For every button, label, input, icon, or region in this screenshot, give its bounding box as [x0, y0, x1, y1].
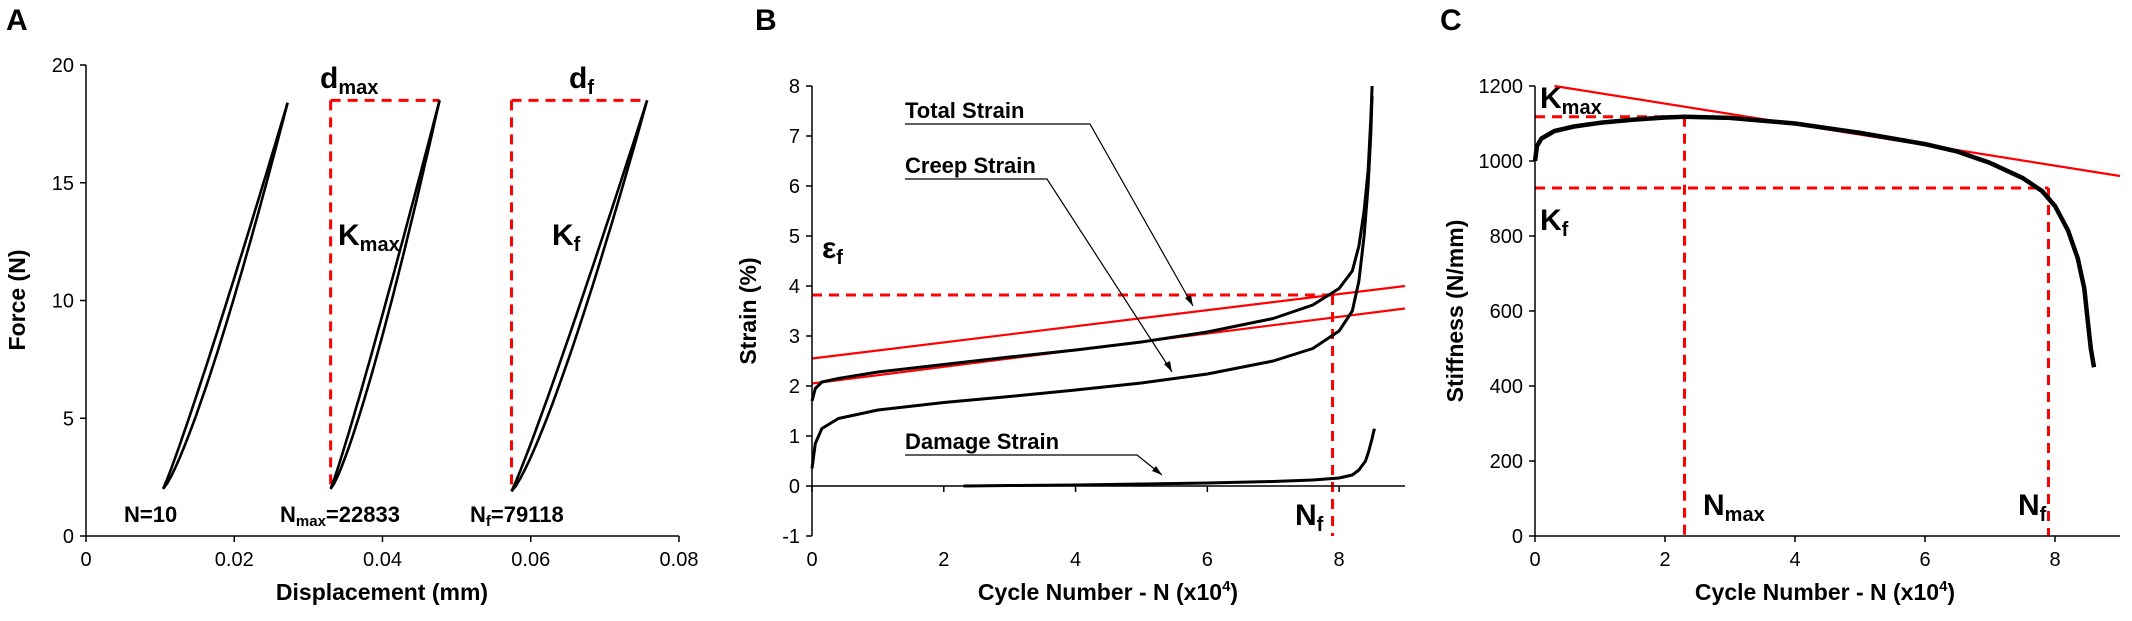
panel-b-leader-lines — [905, 123, 1194, 476]
panel-b-x-tick-label: 2 — [938, 549, 949, 571]
panel-c-y-title: Stiffness (N/mm) — [1442, 220, 1468, 403]
panel-b-series-damage-strain — [963, 428, 1377, 488]
panel-a-y-tick-label: 10 — [52, 291, 74, 313]
panel-c-x-title: Cycle Number - N (x104) — [1695, 578, 1955, 605]
panel-a-ticks: 0 0.02 0.04 0.06 0.08 0 5 10 15 20 — [52, 55, 699, 571]
panel-c-curves — [1532, 114, 2097, 368]
panel-b-y-tick-label: 5 — [789, 226, 800, 248]
panel-c-x-tick-label: 8 — [2049, 549, 2060, 571]
panel-c-nmax-label: Nmax — [1703, 489, 1765, 526]
panel-b-y-tick-label: 7 — [789, 126, 800, 148]
panel-c-x-tick-label: 4 — [1789, 549, 1800, 571]
panel-a-x-tick-label: 0 — [80, 549, 91, 571]
panel-a-loop-1-unloading — [161, 102, 289, 490]
panel-b-fit-line-1 — [811, 284, 1406, 360]
panel-c-x-tick-label: 0 — [1529, 549, 1540, 571]
panel-b-creep-arrow — [1164, 361, 1172, 372]
panel-b-x-tick-label: 4 — [1070, 549, 1081, 571]
panel-c-chart: 0 2 4 6 8 0 200 400 600 800 1000 1200 Cycle Number … — [1442, 76, 2121, 605]
panel-b-y-tick-label: 4 — [789, 276, 800, 298]
panel-c-y-tick-label: 0 — [1512, 526, 1523, 548]
panel-b-y-tick-label: 2 — [789, 376, 800, 398]
panel-b-x-tick-label: 8 — [1334, 549, 1345, 571]
panel-b-damage-label: Damage Strain — [905, 429, 1059, 454]
panel-b-total-arrow — [1185, 295, 1193, 306]
panel-b-creep-label: Creep Strain — [905, 153, 1036, 178]
panel-a-nf-label: Nf=79118 — [470, 502, 564, 530]
panel-b-x-tick-label: 6 — [1202, 549, 1213, 571]
panel-a-loop-3-loading — [510, 99, 649, 493]
panel-b-damage-leader — [905, 454, 1163, 476]
panel-a-kf-label: Kf — [552, 219, 581, 256]
panel-b-total-label: Total Strain — [905, 98, 1024, 123]
panel-c-y-tick-label: 200 — [1490, 451, 1523, 473]
panel-c-y-tick-label: 1200 — [1479, 76, 1524, 98]
panel-a-x-tick-label: 0.08 — [660, 549, 699, 571]
panel-a-y-tick-label: 0 — [63, 526, 74, 548]
panel-b-arrowheads — [1152, 295, 1193, 475]
panel-a-x-tick-label: 0.06 — [511, 549, 550, 571]
panel-b-y-tick-label: 6 — [789, 176, 800, 198]
panel-a-kmax-label: Kmax — [338, 219, 400, 256]
panel-label-b: B — [755, 4, 777, 37]
panel-b-y-tick-label: 0 — [789, 476, 800, 498]
panel-b-series-total-strain — [810, 85, 1374, 402]
panel-a-df-label: df — [569, 62, 594, 99]
panel-c-series-stiffness — [1532, 114, 2097, 368]
panel-a-x-tick-label: 0.02 — [215, 549, 254, 571]
panel-b-x-tick-label: 0 — [806, 549, 817, 571]
panel-b-y-tick-label: 1 — [789, 426, 800, 448]
panel-a-nmax-label: Nmax=22833 — [280, 502, 400, 530]
panel-c-x-tick-label: 6 — [1919, 549, 1930, 571]
panel-a-y-title: Force (N) — [4, 250, 30, 351]
panel-a-chart: 0 0.02 0.04 0.06 0.08 0 5 10 15 20 Displacement (… — [4, 55, 698, 605]
panel-b-y-title: Strain (%) — [735, 257, 761, 364]
panel-b-chart: 0 2 4 6 8 -1 0 1 2 3 4 5 6 7 8 Cycle Number - N (x104)… — [735, 76, 1406, 605]
panel-b-epsf-label: εf — [822, 232, 843, 269]
panel-c-y-tick-label: 600 — [1490, 301, 1523, 323]
panel-a-x-tick-label: 0.04 — [363, 549, 402, 571]
panel-c-y-tick-label: 1000 — [1479, 151, 1524, 173]
panel-a-dmax-label: dmax — [320, 62, 378, 99]
panel-label-a: A — [6, 4, 28, 37]
panel-b-y-tick-label: -1 — [782, 526, 800, 548]
panel-b-curves — [810, 85, 1377, 488]
panel-b-total-leader — [905, 123, 1194, 307]
panel-c-nf-label: Nf — [2018, 489, 2047, 526]
panel-c-kf-label: Kf — [1540, 204, 1569, 241]
panel-a-curves — [161, 99, 649, 493]
panel-a-loop-2-unloading — [329, 99, 441, 490]
panel-b-y-tick-label: 3 — [789, 326, 800, 348]
panel-a-guides — [329, 98, 648, 492]
panel-b-creep-leader — [905, 178, 1173, 373]
panel-b-damage-arrow — [1152, 466, 1162, 475]
panel-c-ticks: 0 2 4 6 8 0 200 400 600 800 1000 1200 — [1479, 76, 2061, 571]
panel-c-x-tick-label: 2 — [1659, 549, 1670, 571]
panel-c-y-tick-label: 800 — [1490, 226, 1523, 248]
panel-a-n10-label: N=10 — [124, 502, 177, 527]
panel-a-loop-1-loading — [162, 102, 289, 490]
panel-b-x-title: Cycle Number - N (x104) — [978, 578, 1238, 605]
panel-a-y-tick-label: 20 — [52, 55, 74, 77]
panel-a-x-title: Displacement (mm) — [276, 579, 488, 605]
panel-b-ticks: 0 2 4 6 8 -1 0 1 2 3 4 5 6 7 8 — [782, 76, 1344, 571]
panel-label-c: C — [1440, 4, 1462, 37]
panel-a-y-tick-label: 5 — [63, 408, 74, 430]
panel-c-y-tick-label: 400 — [1490, 376, 1523, 398]
panel-c-guides — [1535, 84, 2121, 536]
panel-a-loop-3-unloading — [510, 99, 649, 492]
panel-b-y-tick-label: 8 — [789, 76, 800, 98]
panel-a-y-tick-label: 15 — [52, 173, 74, 195]
panel-c-kmax-label: Kmax — [1540, 82, 1602, 119]
panel-b-nf-label: Nf — [1295, 499, 1324, 536]
panel-a-loop-2-loading — [329, 100, 441, 490]
panel-b-series-creep-strain — [810, 95, 1374, 469]
